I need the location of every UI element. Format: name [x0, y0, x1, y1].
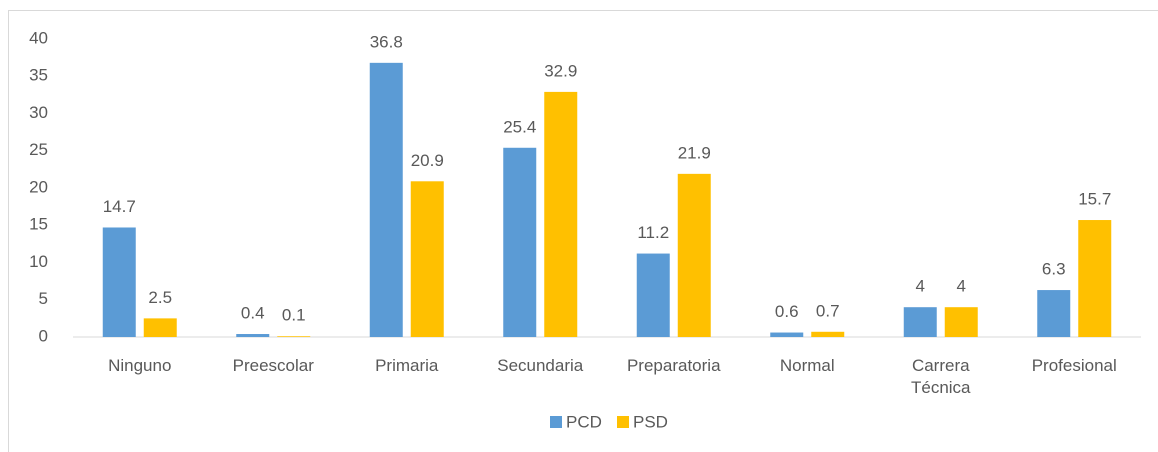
x-tick-label: Secundaria — [497, 356, 584, 375]
data-label: 15.7 — [1078, 190, 1111, 209]
bar — [410, 181, 444, 337]
bar — [102, 227, 136, 337]
data-label: 0.6 — [775, 302, 799, 321]
data-label: 0.1 — [282, 306, 306, 325]
legend-swatch — [617, 416, 629, 428]
data-label: 36.8 — [370, 32, 403, 51]
data-label: 11.2 — [637, 223, 669, 242]
y-tick-label: 0 — [39, 326, 48, 345]
bar — [503, 147, 537, 337]
data-label: 2.5 — [148, 288, 172, 307]
bar — [236, 334, 270, 337]
data-label: 6.3 — [1042, 260, 1066, 279]
bar — [770, 332, 804, 337]
bar — [544, 91, 578, 338]
bar — [369, 62, 403, 338]
data-label: 4 — [916, 277, 925, 296]
legend-label: PSD — [633, 412, 668, 431]
x-tick-label: Preescolar — [232, 356, 314, 375]
bar — [677, 173, 711, 337]
y-tick-label: 5 — [39, 289, 48, 308]
data-label: 32.9 — [544, 61, 577, 80]
bar — [143, 318, 177, 337]
data-label: 21.9 — [678, 143, 711, 162]
y-tick-label: 20 — [29, 177, 48, 196]
y-tick-label: 10 — [29, 252, 48, 271]
data-label: 14.7 — [103, 197, 136, 216]
y-tick-label: 30 — [29, 103, 48, 122]
y-tick-label: 15 — [29, 215, 48, 234]
legend-label: PCD — [566, 412, 602, 431]
bar — [636, 253, 670, 337]
y-tick-label: 35 — [29, 66, 48, 85]
bar — [277, 336, 311, 337]
data-label: 0.7 — [816, 301, 840, 320]
y-tick-label: 40 — [29, 28, 48, 47]
x-tick-label: Normal — [779, 356, 835, 375]
data-label: 4 — [957, 277, 966, 296]
data-label: 0.4 — [241, 304, 265, 323]
x-tick-label: Profesional — [1031, 356, 1117, 375]
bar — [944, 307, 978, 337]
bar — [1037, 290, 1071, 337]
x-tick-label: Carrera Técnica — [910, 356, 971, 397]
bar — [903, 307, 937, 337]
x-tick-label: Ninguno — [108, 356, 172, 375]
legend-swatch — [550, 416, 562, 428]
bar — [811, 331, 845, 337]
data-label: 20.9 — [411, 151, 444, 170]
data-label: 25.4 — [503, 117, 536, 136]
chart-frame — [8, 10, 1158, 452]
y-tick-label: 25 — [29, 140, 48, 159]
bar — [1078, 220, 1112, 337]
x-tick-label: Preparatoria — [626, 356, 721, 375]
x-tick-label: Primaria — [375, 356, 439, 375]
